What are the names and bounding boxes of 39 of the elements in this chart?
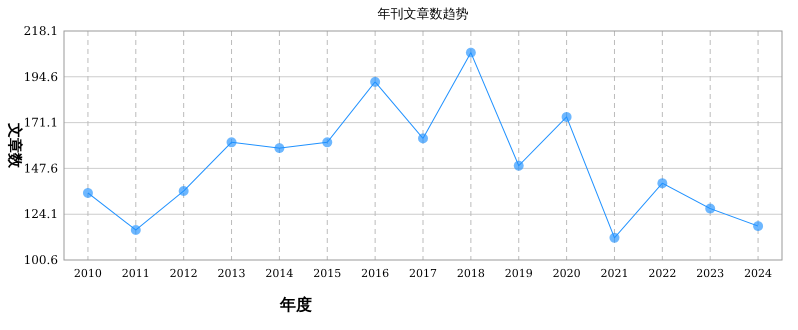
- point: [705, 204, 716, 214]
- chart-title: 年刊文章数趋势: [378, 7, 468, 22]
- point: [514, 160, 524, 171]
- point: [226, 137, 237, 148]
- point: [466, 48, 476, 58]
- y-tick-label: 147.6: [24, 161, 58, 176]
- y-tick-label: 171.1: [24, 116, 58, 130]
- point: [178, 186, 189, 196]
- point: [562, 112, 572, 122]
- x-tick-label: 2021: [600, 267, 628, 280]
- y-tick-label: 124.1: [24, 207, 58, 222]
- y-axis-title: 文章数: [6, 122, 24, 169]
- x-tick-label: 2015: [313, 267, 342, 280]
- x-tick-label: 2023: [696, 267, 724, 280]
- point: [609, 232, 620, 243]
- x-tick-label: 2024: [744, 267, 772, 280]
- x-tick-label: 2018: [456, 267, 485, 280]
- x-axis-title: 年度: [279, 295, 312, 314]
- x-tick-label: 2011: [122, 267, 150, 280]
- point: [130, 224, 141, 235]
- point: [370, 76, 380, 87]
- x-tick-label: 2012: [170, 267, 198, 280]
- y-tick-label: 100.6: [24, 253, 58, 267]
- x-tick-label: 2022: [648, 267, 676, 280]
- point: [274, 143, 284, 154]
- x-tick-label: 2010: [74, 267, 102, 280]
- x-tick-label: 2020: [552, 267, 581, 280]
- point: [657, 178, 668, 188]
- x-tick-label: 2019: [504, 267, 533, 280]
- x-tick-label: 2017: [409, 267, 437, 280]
- x-tick-label: 2014: [265, 267, 294, 280]
- x-tick-label: 2013: [218, 267, 246, 280]
- point: [322, 137, 332, 148]
- point: [753, 221, 764, 232]
- y-tick-label: 194.6: [24, 70, 58, 84]
- point: [82, 188, 93, 198]
- x-tick-label: 2016: [361, 267, 390, 280]
- y-tick-label: 218.1: [24, 24, 58, 38]
- point: [418, 133, 428, 144]
